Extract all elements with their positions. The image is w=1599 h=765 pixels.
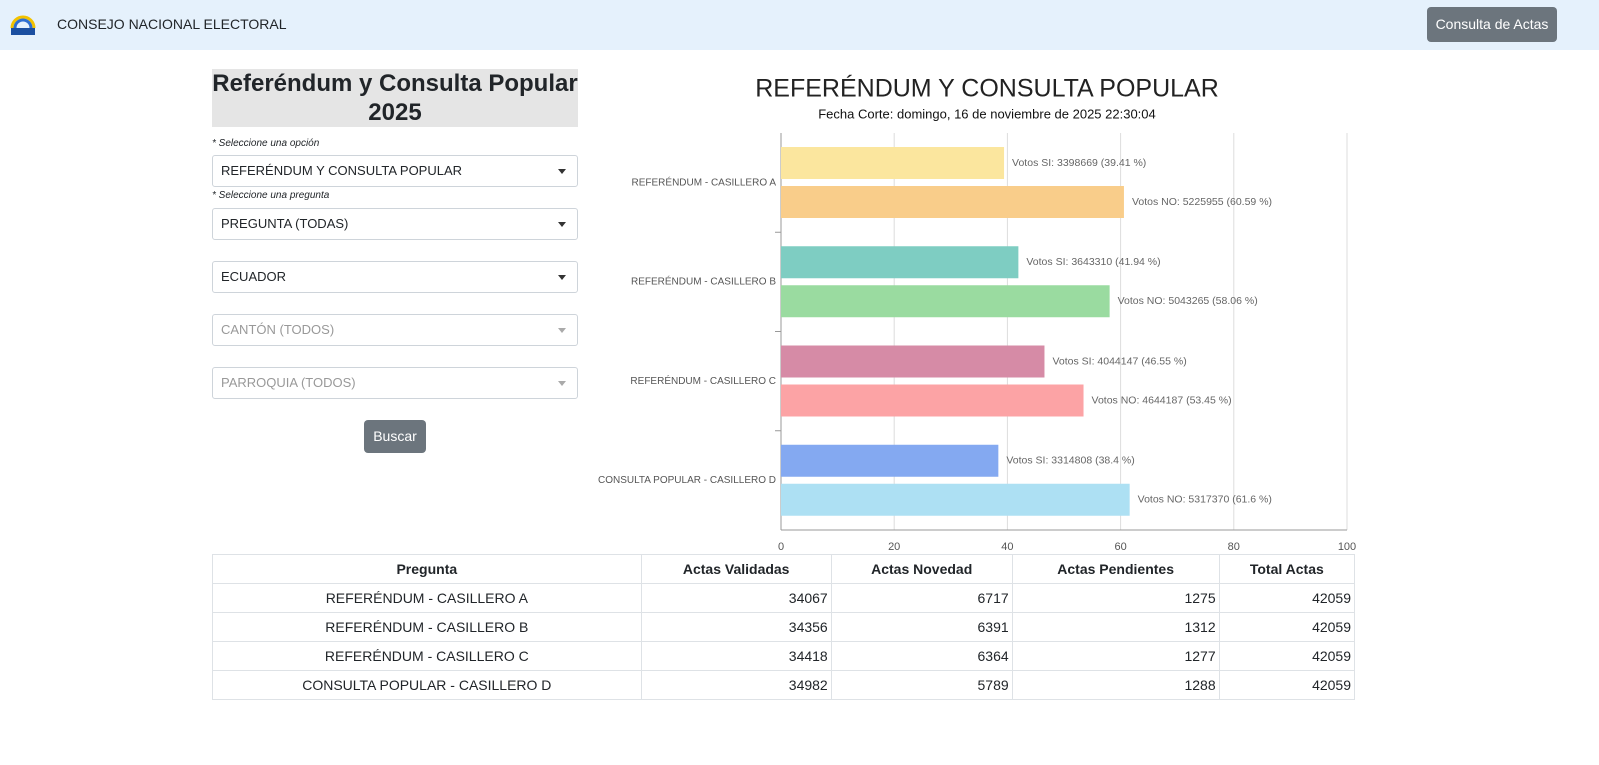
table-cell: REFERÉNDUM - CASILLERO C <box>212 641 642 671</box>
province-select[interactable]: ECUADOR <box>212 261 578 293</box>
logo <box>10 15 36 35</box>
table-cell: CONSULTA POPULAR - CASILLERO D <box>212 670 642 700</box>
table-cell: 1275 <box>1011 583 1220 613</box>
table-cell: 1288 <box>1011 670 1220 700</box>
column-header: Total Actas <box>1218 554 1356 584</box>
table-cell: 6364 <box>830 641 1013 671</box>
form-title: Referéndum y Consulta Popular 2025 <box>212 69 578 127</box>
value-label: Votos SI: 4044147 (46.55 %) <box>1052 355 1186 367</box>
column-header: Pregunta <box>212 554 642 584</box>
question-value: PREGUNTA (TODAS) <box>221 216 349 231</box>
chart-subtitle: Fecha Corte: domingo, 16 de noviembre de… <box>818 106 1156 121</box>
option-select[interactable]: REFERÉNDUM Y CONSULTA POPULAR <box>212 155 578 187</box>
bar <box>781 444 999 477</box>
value-label: Votos NO: 5317370 (61.6 %) <box>1138 494 1272 506</box>
parish-select: PARROQUIA (TODOS) <box>212 367 578 399</box>
bar <box>781 147 1005 179</box>
table-row: CONSULTA POPULAR - CASILLERO D 34982 5789 1… <box>212 670 1356 700</box>
question-label: * Seleccione una pregunta <box>212 190 330 201</box>
table-cell: 34067 <box>640 583 832 613</box>
table-cell: REFERÉNDUM - CASILLERO A <box>212 583 642 613</box>
y-tick-label: REFERÉNDUM - CASILLERO A <box>632 175 777 188</box>
table-cell: 6391 <box>830 612 1013 642</box>
value-label: Votos NO: 4644187 (53.45 %) <box>1092 394 1232 406</box>
value-label: Votos NO: 5043265 (58.06 %) <box>1118 295 1258 307</box>
option-value: REFERÉNDUM Y CONSULTA POPULAR <box>221 163 463 178</box>
table-cell: REFERÉNDUM - CASILLERO B <box>212 612 642 642</box>
y-tick-label: REFERÉNDUM - CASILLERO C <box>630 374 776 387</box>
table-cell: 1312 <box>1011 612 1220 642</box>
consulta-button[interactable]: Consulta de Actas <box>1427 7 1557 42</box>
x-tick-label: 60 <box>1114 541 1126 553</box>
table-cell: 34982 <box>640 670 832 700</box>
table-cell: 34418 <box>640 641 832 671</box>
y-tick-label: REFERÉNDUM - CASILLERO B <box>631 275 776 288</box>
x-tick-label: 0 <box>778 541 784 553</box>
table-cell: 42059 <box>1218 612 1356 642</box>
x-tick-label: 40 <box>1001 541 1013 553</box>
bar <box>781 483 1130 516</box>
column-header: Actas Validadas <box>640 554 832 584</box>
bar <box>781 384 1084 417</box>
bar <box>781 186 1124 218</box>
value-label: Votos SI: 3643310 (41.94 %) <box>1026 256 1160 268</box>
x-tick-label: 20 <box>888 541 900 553</box>
table-cell: 1277 <box>1011 641 1220 671</box>
table-cell: 34356 <box>640 612 832 642</box>
table-cell: 42059 <box>1218 583 1356 613</box>
value-label: Votos SI: 3398669 (39.41 %) <box>1012 157 1146 169</box>
table-row: REFERÉNDUM - CASILLERO A 34067 6717 1275 420… <box>212 583 1356 613</box>
table-cell: 42059 <box>1218 670 1356 700</box>
search-button[interactable]: Buscar <box>364 420 426 453</box>
table-row: REFERÉNDUM - CASILLERO B 34356 6391 1312 420… <box>212 612 1356 642</box>
navbar: CONSEJO NACIONAL ELECTORAL Consulta de A… <box>0 0 1599 50</box>
bar <box>781 345 1045 378</box>
canton-value: CANTÓN (TODOS) <box>221 322 335 337</box>
y-tick-label: CONSULTA POPULAR - CASILLERO D <box>598 475 776 486</box>
table-cell: 42059 <box>1218 641 1356 671</box>
x-tick-label: 100 <box>1338 541 1356 553</box>
question-select[interactable]: PREGUNTA (TODAS) <box>212 208 578 240</box>
value-label: Votos NO: 5225955 (60.59 %) <box>1132 196 1272 208</box>
summary-table: Pregunta Actas Validadas Actas Novedad Acta… <box>212 554 1356 700</box>
province-value: ECUADOR <box>221 269 287 284</box>
header-row: Pregunta Actas Validadas Actas Novedad Acta… <box>212 554 1356 584</box>
brand[interactable]: CONSEJO NACIONAL ELECTORAL <box>57 16 287 32</box>
table-cell: 5789 <box>830 670 1013 700</box>
parish-value: PARROQUIA (TODOS) <box>221 375 356 390</box>
bar <box>781 285 1110 318</box>
column-header: Actas Pendientes <box>1011 554 1220 584</box>
option-label: * Seleccione una opción <box>212 138 320 149</box>
x-tick-label: 80 <box>1228 541 1240 553</box>
value-label: Votos SI: 3314808 (38.4 %) <box>1006 455 1134 467</box>
chart: REFERÉNDUM Y CONSULTA POPULAR Fecha Cort… <box>598 74 1356 553</box>
chart-title: REFERÉNDUM Y CONSULTA POPULAR <box>755 74 1219 103</box>
column-header: Actas Novedad <box>830 554 1013 584</box>
table-row: REFERÉNDUM - CASILLERO C 34418 6364 1277 420… <box>212 641 1356 671</box>
canton-select: CANTÓN (TODOS) <box>212 314 578 346</box>
bar <box>781 246 1019 279</box>
table-cell: 6717 <box>830 583 1013 613</box>
